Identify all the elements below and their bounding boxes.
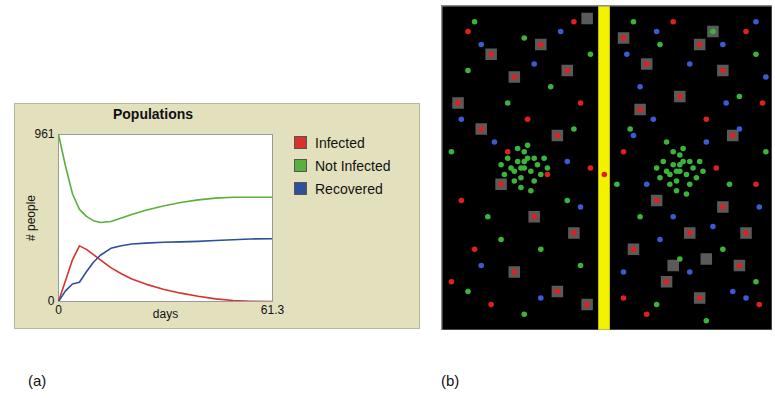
svg-text:0: 0 (48, 294, 55, 308)
svg-text:# people: # people (24, 195, 38, 241)
svg-text:961: 961 (34, 127, 54, 141)
svg-text:days: days (153, 307, 178, 321)
html-text:(a): (a) (28, 372, 47, 389)
svg-text:61.3: 61.3 (261, 303, 285, 317)
svg-text:0: 0 (55, 303, 62, 317)
html-text:Recovered: Recovered (315, 180, 383, 197)
html-text:Populations: Populations (112, 106, 194, 122)
html-text:Not Infected: Not Infected (315, 157, 391, 174)
html-text:Infected: Infected (315, 134, 365, 151)
html-text:(b): (b) (441, 372, 460, 389)
